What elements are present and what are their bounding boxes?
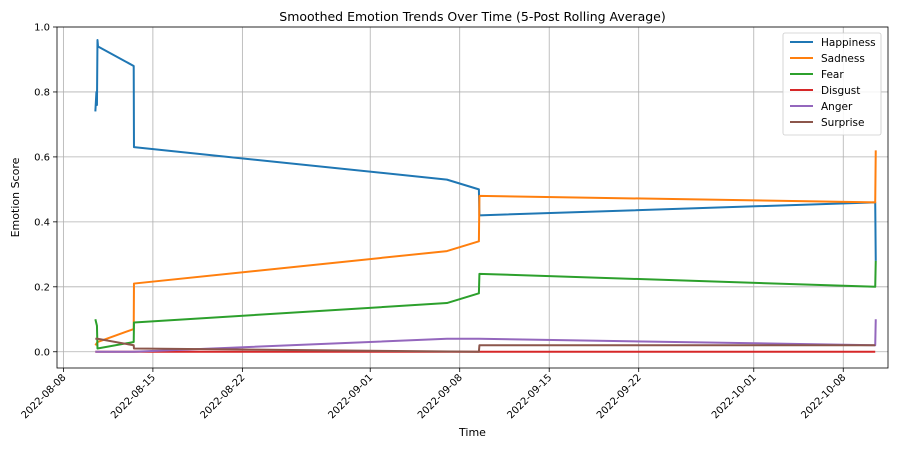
x-tick-label: 2022-10-01 <box>710 372 759 421</box>
series-lines <box>94 38 877 353</box>
x-axis-title: Time <box>458 426 486 439</box>
series-line-happiness <box>94 38 877 261</box>
x-tick-label: 2022-08-22 <box>199 372 248 421</box>
x-tick-label: 2022-09-08 <box>416 372 465 421</box>
x-tick-label: 2022-09-15 <box>505 372 554 421</box>
legend-label-anger: Anger <box>821 101 853 113</box>
legend: Happiness Sadness Fear Disgust Anger Surprise <box>782 32 882 136</box>
y-axis-title: Emotion Score <box>9 157 22 237</box>
legend-label-disgust: Disgust <box>821 85 860 97</box>
plot-background <box>57 27 888 368</box>
y-tick-label: 0.2 <box>34 282 50 293</box>
plot-frame <box>56 26 889 369</box>
plot-area <box>56 26 889 369</box>
x-axis-ticks: 2022-08-08 2022-08-15 2022-08-22 2022-09-01… <box>20 368 848 421</box>
y-tick-label: 1.0 <box>34 23 50 34</box>
x-tick-label: 2022-08-08 <box>20 372 69 421</box>
y-axis-ticks: 0.0 0.2 0.4 0.6 0.8 1.0 <box>34 23 57 358</box>
series-line-surprise <box>95 337 876 353</box>
x-tick-label: 2022-08-15 <box>109 372 158 421</box>
x-tick-label: 2022-09-22 <box>595 372 644 421</box>
y-tick-label: 0.8 <box>34 87 50 98</box>
chart-title: Smoothed Emotion Trends Over Time (5-Pos… <box>279 9 665 24</box>
series-line-sadness <box>94 150 877 346</box>
legend-items: Happiness Sadness Fear Disgust Anger Surprise <box>790 37 876 129</box>
x-tick-label: 2022-10-08 <box>799 372 848 421</box>
series-line-anger <box>95 319 877 353</box>
legend-label-sadness: Sadness <box>821 53 865 65</box>
legend-label-surprise: Surprise <box>821 117 864 129</box>
legend-label-fear: Fear <box>821 69 844 81</box>
y-tick-label: 0.4 <box>34 217 50 228</box>
y-tick-label: 0.0 <box>34 347 50 358</box>
y-tick-label: 0.6 <box>34 152 50 163</box>
legend-label-happiness: Happiness <box>821 37 876 49</box>
x-tick-label: 2022-09-01 <box>326 372 375 421</box>
series-line-fear <box>94 260 877 350</box>
